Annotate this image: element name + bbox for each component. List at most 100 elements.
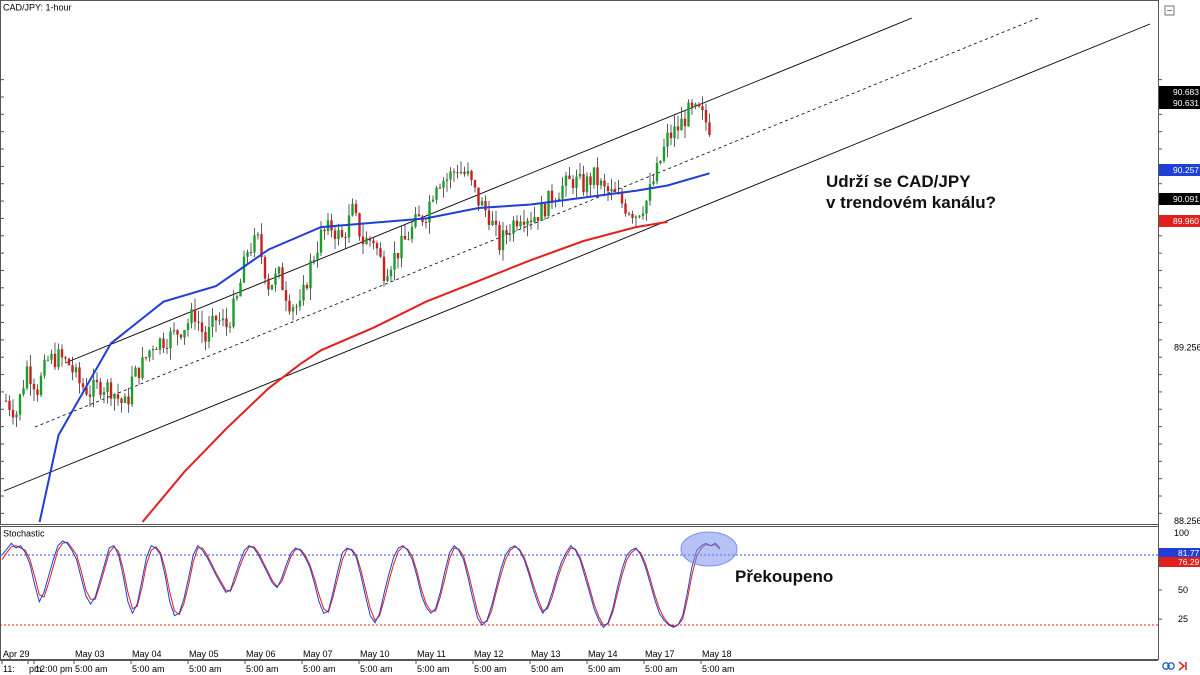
candle-body — [372, 240, 375, 244]
candle-body — [67, 358, 71, 366]
trend-channel[interactable] — [3, 17, 1151, 492]
candle-body — [512, 220, 515, 234]
candle-body — [155, 348, 158, 350]
price-label-badge — [1159, 193, 1200, 205]
candle-body — [102, 392, 106, 395]
candle-body — [645, 200, 648, 214]
candle-body — [375, 243, 379, 249]
candle-body — [211, 315, 214, 327]
candle-body — [15, 414, 18, 418]
candle-body — [407, 239, 410, 241]
candle-body — [92, 379, 95, 397]
date-tick-label: May 04 — [132, 649, 162, 659]
candle-body — [218, 320, 221, 322]
time-tick-label: 11: — [3, 664, 15, 674]
candle-body — [501, 230, 505, 251]
candle-body — [652, 181, 655, 185]
candle-body — [550, 190, 554, 202]
channel-lower-line[interactable] — [3, 23, 1151, 492]
candle-body — [624, 203, 627, 214]
candle-body — [641, 213, 645, 216]
date-tick-label: May 10 — [360, 649, 390, 659]
candle-body — [305, 284, 309, 289]
overbought-label: Překoupeno — [735, 567, 833, 586]
candle-body — [526, 220, 529, 225]
candle-body — [176, 330, 179, 335]
candle-body — [319, 229, 323, 253]
candle-body — [312, 260, 316, 262]
candle-body — [547, 190, 550, 217]
candle-body — [267, 278, 270, 290]
stochastic-tick-label: 50 — [1178, 585, 1188, 595]
candle-body — [116, 394, 120, 399]
candle-body — [200, 322, 204, 333]
candle-body — [88, 394, 92, 397]
candle-body — [302, 284, 305, 301]
date-tick-label: May 18 — [702, 649, 732, 659]
stochastic-k-line — [1, 540, 721, 629]
candle-body — [627, 213, 631, 215]
candle-body — [655, 163, 659, 182]
stochastic-value-label: 76.29 — [1178, 557, 1200, 567]
candle-body — [449, 171, 452, 180]
stochastic-title-bg — [1, 527, 41, 539]
time-tick-label: 5:00 am — [189, 664, 222, 674]
candle-body — [134, 367, 137, 377]
time-tick-label: 5:00 am — [417, 664, 450, 674]
candle-body — [281, 267, 284, 291]
candle-body — [270, 284, 274, 290]
channel-mid-line[interactable] — [34, 17, 1039, 428]
time-tick-label: 5:00 am — [132, 664, 165, 674]
chart-title-bg — [1, 1, 65, 13]
candle-body — [708, 122, 711, 135]
candle-body — [183, 330, 186, 338]
candle-body — [137, 367, 141, 379]
candle-body — [599, 180, 603, 186]
candle-body — [470, 170, 473, 181]
date-tick-label: May 03 — [75, 649, 105, 659]
scroll-right-icon[interactable] — [1178, 661, 1187, 671]
candle-body — [634, 216, 638, 218]
price-label-badge — [1159, 215, 1200, 227]
date-tick-label: May 14 — [588, 649, 618, 659]
candle-body — [260, 234, 263, 258]
candle-body — [568, 175, 571, 180]
candle-body — [354, 203, 358, 214]
candle-body — [46, 359, 50, 361]
candle-body — [78, 367, 81, 384]
price-label-badge — [1159, 97, 1200, 109]
candle-body — [25, 366, 29, 389]
candle-body — [81, 383, 85, 388]
stochastic-d-line — [1, 541, 721, 627]
chain-link-icon[interactable] — [1162, 662, 1175, 670]
candle-body — [162, 338, 165, 349]
candle-body — [536, 217, 540, 221]
candle-body — [316, 252, 319, 261]
candle-body — [239, 282, 242, 297]
candle-body — [172, 330, 176, 332]
candle-body — [148, 350, 151, 358]
candle-body — [242, 256, 246, 283]
candle-body — [120, 398, 123, 403]
candle-body — [221, 318, 225, 321]
candle-body — [466, 170, 470, 174]
candle-body — [11, 409, 15, 418]
channel-upper-line[interactable] — [64, 17, 913, 364]
candle-body — [673, 126, 676, 139]
candle-body — [85, 387, 88, 395]
candle-body — [613, 188, 617, 192]
candle-body — [389, 269, 393, 277]
date-tick-label: May 05 — [189, 649, 219, 659]
price-label-badge — [1159, 86, 1200, 98]
time-tick-label: 5:00 am — [246, 664, 279, 674]
candle-body — [543, 203, 547, 217]
moving-averages — [38, 172, 710, 523]
settings-icon[interactable] — [1164, 5, 1175, 16]
candle-body — [99, 382, 102, 395]
candle-body — [704, 110, 708, 123]
